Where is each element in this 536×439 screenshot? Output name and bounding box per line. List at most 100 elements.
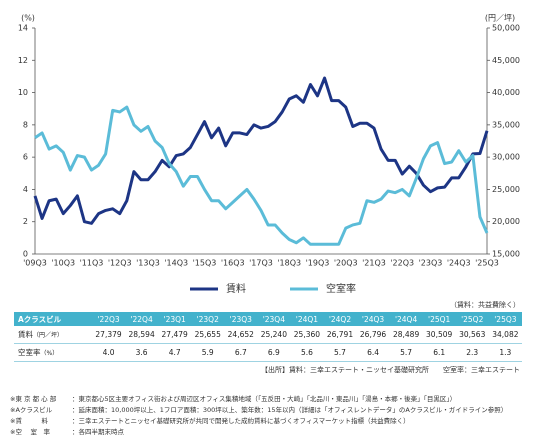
x-tick-label: '11Q3 — [80, 259, 104, 268]
table-cell: 5.7 — [323, 343, 357, 362]
x-tick-label: '24Q3 — [447, 259, 471, 268]
header-cell: '23Q4 — [257, 312, 291, 326]
table-cell: 34,082 — [488, 326, 522, 344]
table-cell: 1.3 — [488, 343, 522, 362]
row-name: 空室率 — [18, 348, 41, 357]
row-name: 賃料 — [18, 330, 33, 339]
table-cell: 5.7 — [389, 343, 423, 362]
table-note: （賃料：共益費除く） — [450, 301, 520, 309]
y-tick-label: 4 — [23, 185, 28, 194]
y2-tick-label: 45,000 — [492, 56, 520, 65]
header-cell: '25Q3 — [488, 312, 522, 326]
table-cell: 2.3 — [455, 343, 489, 362]
table-row: 空室率（%） 4.0 3.6 4.7 5.9 6.7 6.9 5.6 5.7 6.4 5.7 6.1 2… — [14, 343, 522, 362]
x-tick-label: '16Q3 — [221, 259, 245, 268]
table-cell: 6.1 — [422, 343, 456, 362]
y2-tick-label: 40,000 — [492, 88, 520, 97]
header-cell: '22Q3 — [92, 312, 126, 326]
x-tick-label: '12Q3 — [108, 259, 132, 268]
note-line: ※Aクラスビル ：延床面積：10,000坪以上、1フロア面積：300坪以上、築年数… — [10, 405, 507, 416]
chart: (%) (円／坪) 0 2 4 6 8 10 12 14 15,000 20,000 25,000 3… — [18, 14, 520, 296]
y2-tick-label: 30,000 — [492, 153, 520, 162]
note-text: ：延床面積：10,000坪以上、1フロア面積：300坪以上、築年数：15年以内（… — [72, 406, 508, 414]
table-cell: 6.9 — [257, 343, 291, 362]
table-cell: 25,240 — [257, 326, 291, 344]
table-cell: 5.9 — [191, 343, 225, 362]
note-label: ※東 京 都 心 部 — [10, 395, 57, 403]
note-line: ※賃 料 ：三幸エステートとニッセイ基礎研究所が共同で開発した成約賃料に基づくオフ… — [10, 416, 507, 427]
x-tick-label: '25Q3 — [475, 259, 499, 268]
legend-label: 空室率 — [326, 282, 356, 295]
x-tick-label: '18Q3 — [277, 259, 301, 268]
note-label: ※賃 料 — [10, 417, 48, 425]
header-cell: '24Q3 — [356, 312, 390, 326]
table-cell: 4.7 — [158, 343, 192, 362]
row-label: 空室率（%） — [14, 343, 92, 362]
note-text: ：東京都心5区主要オフィス街および周辺区オフィス集積地域（「五反田・大崎」「北品… — [72, 395, 457, 403]
table-cell: 6.4 — [356, 343, 390, 362]
table-row: 賃料（円／坪） 27,379 28,594 27,479 25,655 24,652 25,… — [14, 326, 522, 344]
header-cell: Aクラスビル — [14, 312, 92, 326]
note-line: ※東 京 都 心 部 ：東京都心5区主要オフィス街および周辺区オフィス集積地域（「… — [10, 394, 507, 405]
notes: ※東 京 都 心 部 ：東京都心5区主要オフィス街および周辺区オフィス集積地域（「… — [10, 394, 507, 438]
note-label: ※空 室 率 — [10, 428, 51, 436]
x-tick-label: '09Q3 — [23, 259, 47, 268]
table-cell: 27,379 — [92, 326, 126, 344]
note-text: ：三幸エステートとニッセイ基礎研究所が共同で開発した成約賃料に基づくオフィスマー… — [72, 417, 410, 425]
table-cell: 27,479 — [158, 326, 192, 344]
table-cell: 25,655 — [191, 326, 225, 344]
table-cell: 3.6 — [125, 343, 159, 362]
y2-tick-label: 20,000 — [492, 217, 520, 226]
x-tick-label: '19Q3 — [306, 259, 330, 268]
y-tick-label: 12 — [18, 56, 28, 65]
x-tick-label: '22Q3 — [390, 259, 414, 268]
table-cell: 28,594 — [125, 326, 159, 344]
legend-label: 賃料 — [226, 282, 246, 295]
table-cell: 24,652 — [224, 326, 258, 344]
table-header-row: Aクラスビル '22Q3'22Q4'23Q1'23Q2'23Q3'23Q4'24Q… — [14, 312, 522, 326]
table-cell: 28,489 — [389, 326, 423, 344]
table-cell: 5.6 — [290, 343, 324, 362]
y-tick-label: 6 — [23, 153, 28, 162]
y-tick-label: 0 — [23, 250, 28, 259]
y2-axis-label: (円／坪) — [485, 14, 515, 23]
row-label: 賃料（円／坪） — [14, 326, 92, 344]
header-cell: '23Q2 — [191, 312, 225, 326]
table-cell: 6.7 — [224, 343, 258, 362]
x-tick-label: '17Q3 — [249, 259, 273, 268]
table-cell: 30,509 — [422, 326, 456, 344]
x-tick-label: '20Q3 — [334, 259, 358, 268]
y2-tick-label: 25,000 — [492, 185, 520, 194]
header-cell: '23Q1 — [158, 312, 192, 326]
x-tick-label: '21Q3 — [362, 259, 386, 268]
table-cell: 26,791 — [323, 326, 357, 344]
row-unit: （円／坪） — [33, 332, 64, 339]
y-tick-label: 14 — [18, 24, 28, 33]
x-tick-label: '10Q3 — [51, 259, 75, 268]
table-cell: 26,796 — [356, 326, 390, 344]
note-label: ※Aクラスビル — [10, 406, 53, 414]
data-table: Aクラスビル '22Q3'22Q4'23Q1'23Q2'23Q3'23Q4'24Q… — [14, 312, 522, 362]
header-cell: '25Q2 — [455, 312, 489, 326]
x-tick-label: '15Q3 — [193, 259, 217, 268]
header-cell: '23Q3 — [224, 312, 258, 326]
y-tick-label: 2 — [23, 217, 28, 226]
y2-tick-label: 35,000 — [492, 120, 520, 129]
note-text: ：各四半期末時点 — [72, 428, 124, 436]
y-axis-label: (%) — [21, 14, 35, 23]
y-tick-label: 8 — [23, 120, 28, 129]
table-cell: 25,360 — [290, 326, 324, 344]
table-cell: 4.0 — [92, 343, 126, 362]
header-cell: '22Q4 — [125, 312, 159, 326]
series-line — [33, 76, 489, 225]
source: 【出所】賃料：三幸エステート・ニッセイ基礎研究所 空室率：三幸エステート — [261, 366, 520, 374]
y2-tick-label: 50,000 — [492, 24, 520, 33]
header-cell: '24Q1 — [290, 312, 324, 326]
x-tick-label: '14Q3 — [164, 259, 188, 268]
x-tick-label: '13Q3 — [136, 259, 160, 268]
header-cell: '24Q2 — [323, 312, 357, 326]
header-cell: '24Q4 — [389, 312, 423, 326]
row-unit: （%） — [40, 350, 59, 357]
y2-tick-label: 15,000 — [492, 250, 520, 259]
